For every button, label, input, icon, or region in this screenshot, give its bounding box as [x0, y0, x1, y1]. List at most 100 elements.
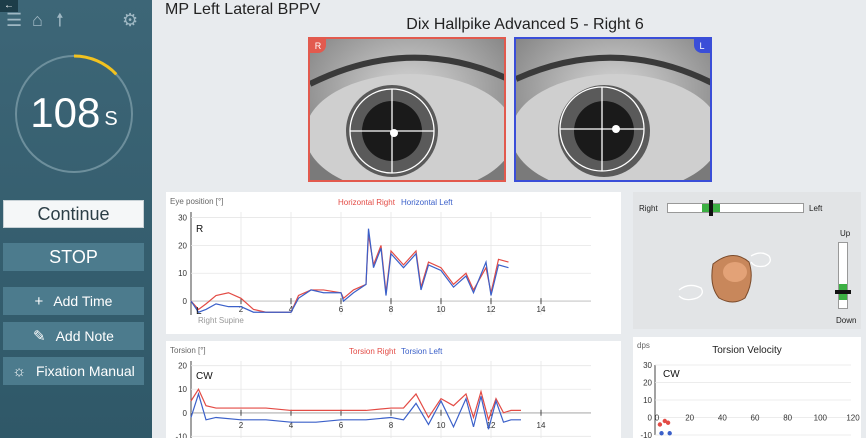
- add-note-label: Add Note: [55, 328, 114, 344]
- legend-torsion-right: Torsion Right: [349, 347, 396, 356]
- x-tick-label: 4: [289, 421, 294, 430]
- x-tick-label: 12: [487, 421, 496, 430]
- data-point: [657, 422, 663, 427]
- velocity-chart-title: Torsion Velocity: [712, 345, 782, 356]
- continue-label: Continue: [37, 203, 110, 224]
- data-point: [662, 418, 667, 424]
- x-tick-label: 4: [289, 305, 294, 314]
- y-tick-label: 30: [643, 361, 652, 370]
- sidebar-toolbar: ☰ ⌂ 🠕 ⚙: [0, 10, 152, 34]
- back-button[interactable]: ←: [0, 0, 18, 12]
- side-label-cw: CW: [196, 371, 213, 382]
- add-note-button[interactable]: ✎ Add Note: [3, 322, 144, 350]
- add-time-button[interactable]: + Add Time: [3, 287, 144, 315]
- x-tick-label: 6: [339, 305, 344, 314]
- timer-progress-arc: [73, 54, 118, 76]
- continue-button[interactable]: Continue: [3, 200, 144, 228]
- data-point: [667, 431, 672, 436]
- torsion-chart-title: Torsion [°]: [170, 346, 206, 355]
- torsion-plot: 20 10 0 -10 2 4 6 8 10 12 14 CW: [175, 361, 591, 438]
- y-tick-label: 20: [178, 362, 187, 371]
- left-eye-image: [516, 39, 710, 180]
- plus-icon: +: [34, 292, 44, 310]
- y-tick-label: 0: [183, 409, 188, 418]
- pencil-icon: ✎: [33, 328, 46, 345]
- x-tick-label: 60: [751, 414, 760, 423]
- sidebar: ← ☰ ⌂ 🠕 ⚙ 108 S Continue STOP + Add Time: [0, 0, 152, 438]
- page-title: MP Left Lateral BPPV: [165, 1, 321, 18]
- side-label-cw: CW: [663, 369, 680, 380]
- gear-icon[interactable]: ⚙: [122, 10, 139, 30]
- side-label-r: R: [196, 224, 203, 235]
- head-model-icon: [678, 252, 771, 303]
- arrow-left-icon: ←: [4, 0, 14, 11]
- menu-icon[interactable]: ☰: [6, 10, 23, 30]
- y-tick-label: 10: [643, 396, 652, 405]
- up-label: Up: [840, 229, 851, 238]
- timer-unit: S: [104, 108, 118, 130]
- sun-icon: ☼: [12, 362, 26, 380]
- y-tick-label: 30: [178, 214, 187, 223]
- x-tick-label: 2: [239, 421, 244, 430]
- y-tick-label: 20: [643, 379, 652, 388]
- add-time-label: Add Time: [53, 293, 113, 309]
- x-tick-label: 10: [437, 305, 446, 314]
- left-eye-video: L: [514, 37, 712, 182]
- x-tick-label: 40: [718, 414, 727, 423]
- right-eye-image: [310, 39, 504, 180]
- left-eye-tag: L: [694, 39, 710, 53]
- down-label: Down: [836, 316, 857, 325]
- timer-value: 108: [30, 89, 101, 136]
- y-tick-label: -10: [175, 432, 187, 438]
- left-label: Left: [809, 204, 823, 213]
- torsion-velocity-chart: dps Torsion Velocity 30 20 10 0 -10 0 20 40 60 80…: [633, 337, 861, 438]
- head-position-model: Right Left Up Down: [633, 192, 861, 329]
- arrow-up-icon[interactable]: 🠕: [56, 10, 64, 30]
- right-eye-video: R: [308, 37, 506, 182]
- stop-label: STOP: [49, 246, 98, 267]
- right-eye-tag: R: [310, 39, 326, 53]
- legend-torsion-left: Torsion Left: [401, 347, 443, 356]
- velocity-unit: dps: [637, 341, 650, 350]
- x-tick-label: 20: [685, 414, 694, 423]
- timer-ring: [15, 54, 133, 173]
- series-line-left: [190, 391, 521, 430]
- eye-position-chart: Eye position [°] Horizontal Right Horizo…: [166, 192, 621, 334]
- right-label: Right: [639, 204, 658, 213]
- fixation-manual-button[interactable]: ☼ Fixation Manual: [3, 357, 144, 385]
- x-tick-label: 12: [487, 305, 496, 314]
- x-tick-label: 10: [437, 421, 446, 430]
- torsion-chart: Torsion [°] Torsion Right Torsion Left 2…: [166, 341, 621, 438]
- x-tick-label: 14: [537, 305, 546, 314]
- vertical-marker: [835, 289, 851, 294]
- position-chart-title: Eye position [°]: [170, 197, 224, 206]
- legend-horizontal-right: Horizontal Right: [338, 198, 395, 207]
- timer: 108 S: [12, 52, 136, 176]
- x-tick-label: 8: [389, 421, 394, 430]
- x-tick-label: 2: [239, 305, 244, 314]
- x-tick-label: 6: [339, 421, 344, 430]
- fixation-label: Fixation Manual: [35, 363, 135, 379]
- y-tick-label: 0: [648, 414, 653, 423]
- y-tick-label: 10: [178, 269, 187, 278]
- timer-display: 108 S: [12, 90, 136, 136]
- data-point: [659, 431, 664, 436]
- side-label-l: L: [196, 306, 202, 317]
- horizontal-position-slider: [667, 200, 804, 216]
- x-tick-label: 120: [846, 414, 860, 423]
- x-tick-label: 8: [389, 305, 394, 314]
- x-tick-label: 14: [537, 421, 546, 430]
- data-point: [665, 420, 671, 425]
- x-tick-label: 0: [655, 414, 660, 423]
- home-icon[interactable]: ⌂: [32, 10, 43, 30]
- x-tick-label: 80: [783, 414, 792, 423]
- x-tick-label: 100: [814, 414, 828, 423]
- legend-horizontal-left: Horizontal Left: [401, 198, 453, 207]
- y-tick-label: 10: [178, 385, 187, 394]
- stop-button[interactable]: STOP: [3, 243, 144, 271]
- position-annotation: Right Supine: [198, 316, 244, 325]
- y-tick-label: 20: [178, 241, 187, 250]
